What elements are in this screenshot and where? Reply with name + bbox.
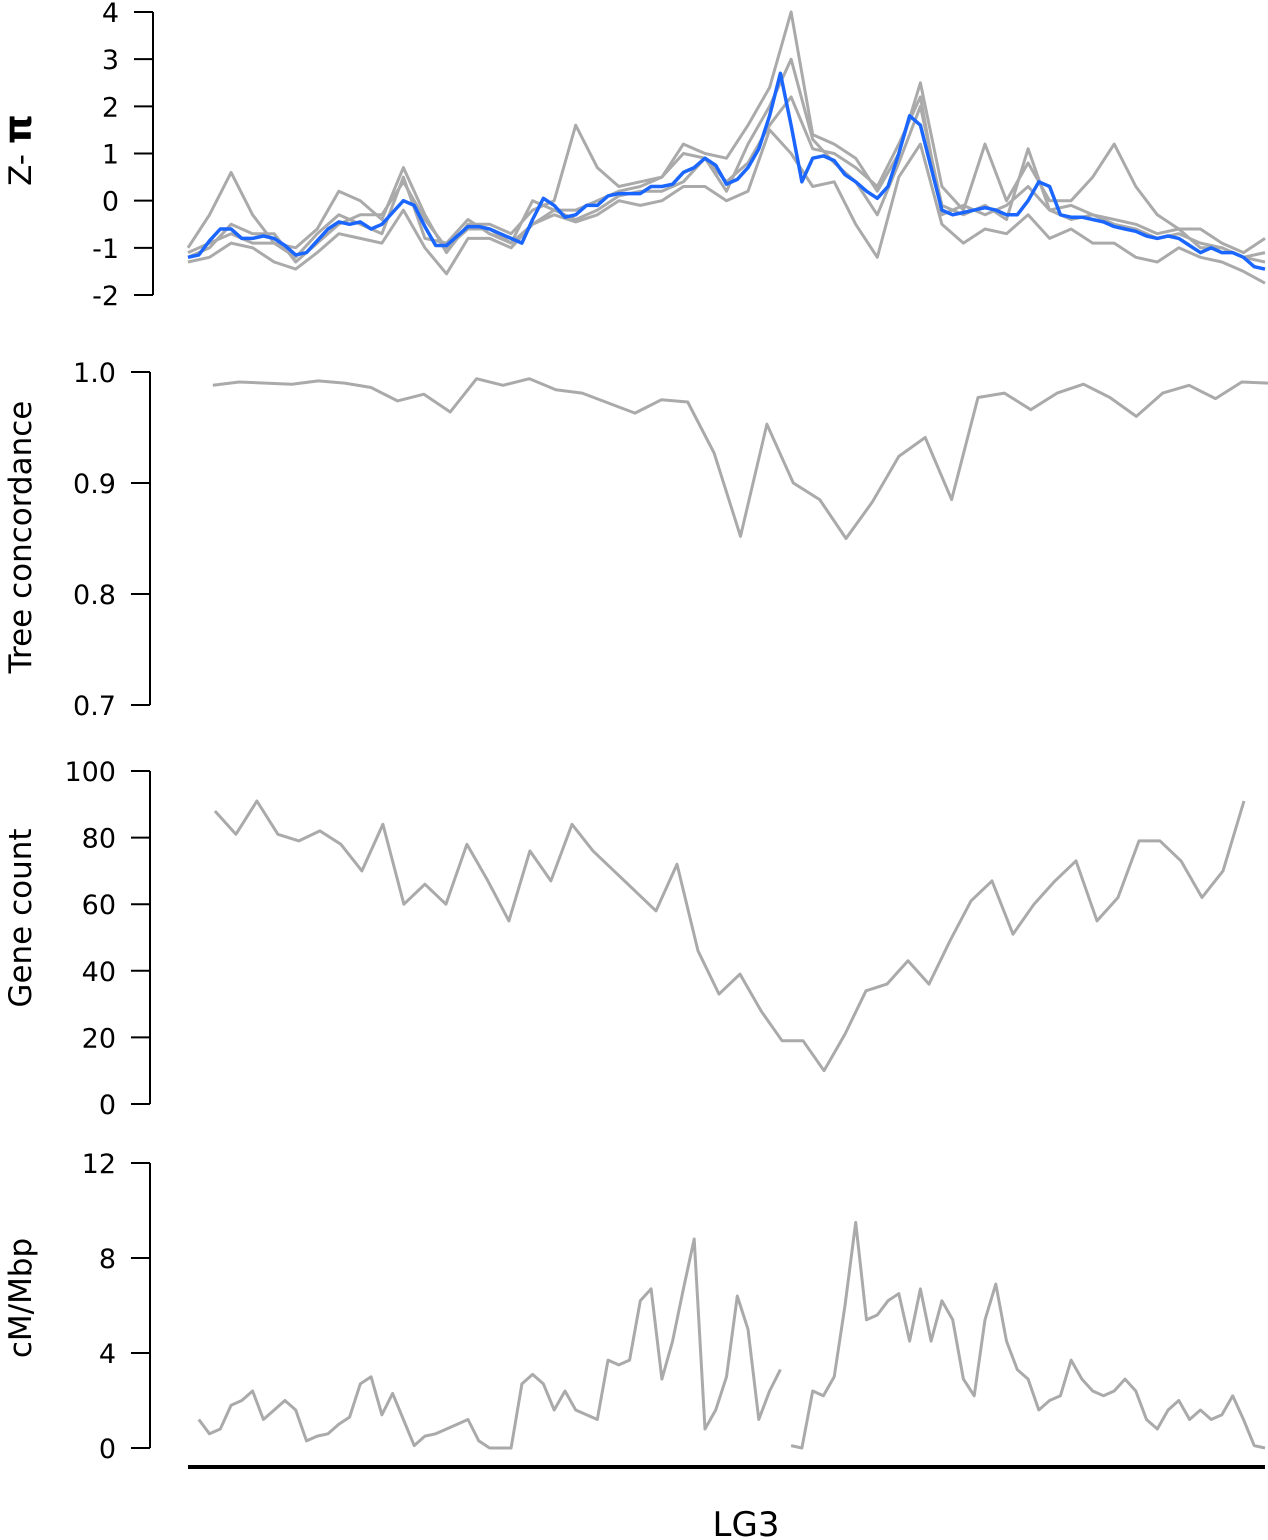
y-axis-title: Z- π [0,114,40,186]
y-tick-label: 3 [102,45,119,76]
y-tick-label: 2 [102,92,119,123]
y-tick-label: 8 [99,1244,116,1275]
y-axis-title-prefix: Z- [3,144,39,186]
y-axis-title: Tree concordance [3,401,39,675]
series-line-cm-mbp-segment-1 [197,1237,782,1450]
series-line-cm-mbp-segment-2 [790,1220,1266,1450]
y-tick-label: 0 [102,187,119,218]
y-tick-label: 1.0 [73,358,116,389]
x-axis-label: LG3 [713,1505,780,1540]
y-tick-label: 100 [64,757,116,788]
y-tick-label: 4 [102,0,119,29]
y-axis-title: cM/Mbp [3,1238,39,1358]
panel-recombination-rate: 12 8 4 0 cM/Mbp [3,1149,1266,1465]
y-tick-label: 0.9 [73,469,116,500]
y-tick-label: 0 [99,1090,116,1121]
y-tick-label: 40 [82,957,116,988]
y-axis-title-symbol: π [0,114,40,144]
series-line-gene-count [213,799,1246,1073]
y-tick-label: 0 [99,1434,116,1465]
panel-tree-concordance: 1.0 0.9 0.8 0.7 Tree concordance [3,358,1268,722]
y-tick-label: 12 [82,1149,116,1180]
y-tick-label: 60 [82,890,116,921]
y-tick-label: -2 [92,281,119,312]
y-tick-label: 0.7 [73,691,116,722]
panel-gene-count: 100 80 60 40 20 0 Gene count [3,757,1246,1121]
series-line-tree-concordance [212,377,1268,540]
panels: 4 3 2 1 0 -1 -2 Z- π 1.0 0.9 0.8 0.7 Tree concordanc… [0,0,1268,1465]
y-tick-label: 80 [82,824,116,855]
series-line-mean [187,71,1266,271]
series-line-replicate-b [187,128,1266,285]
y-tick-label: 4 [99,1339,116,1370]
y-tick-label: 20 [82,1023,116,1054]
panel-z-pi: 4 3 2 1 0 -1 -2 Z- π [0,0,1266,312]
y-axis-title: Gene count [3,828,39,1007]
y-tick-label: 1 [102,140,119,171]
series-line-replicate-a [186,10,1266,255]
y-tick-label: -1 [92,234,119,265]
y-tick-label: 0.8 [73,580,116,611]
